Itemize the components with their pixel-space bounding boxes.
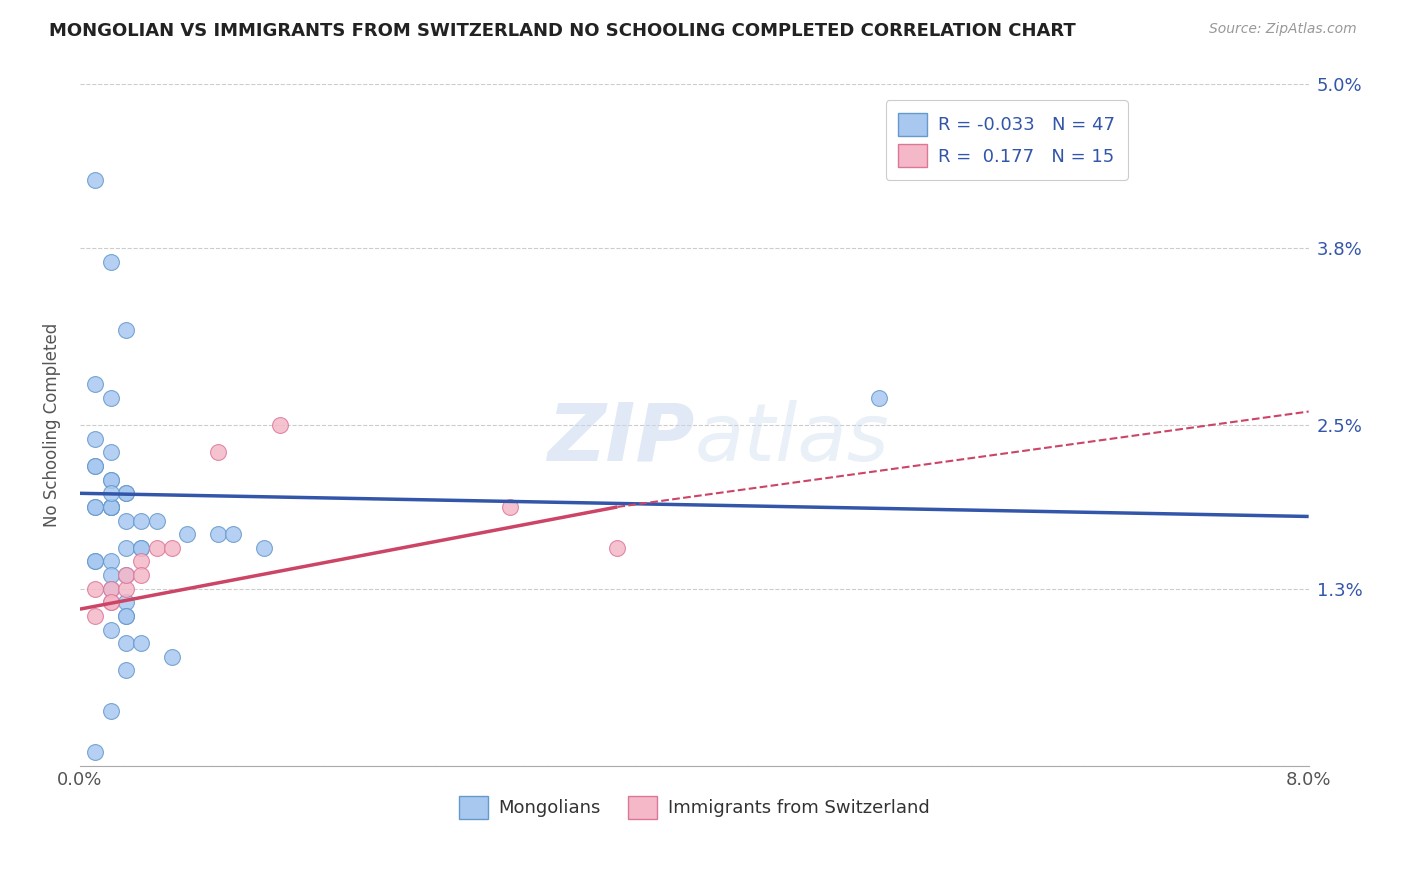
Point (145, 541, 167, 555)
Text: atlas: atlas (695, 400, 889, 478)
Point (115, 486, 138, 500)
Point (84, 458, 107, 473)
Point (115, 595, 138, 609)
Point (100, 391, 122, 405)
Point (115, 323, 138, 337)
Point (84, 554, 107, 568)
Text: Source: ZipAtlas.com: Source: ZipAtlas.com (1209, 22, 1357, 37)
Point (100, 582, 122, 596)
Point (84, 582, 107, 596)
Point (160, 541, 183, 555)
Point (160, 649, 183, 664)
Point (100, 554, 122, 568)
Point (115, 514, 138, 528)
Point (115, 582, 138, 596)
Point (100, 486, 122, 500)
Point (100, 254, 122, 268)
Point (100, 500, 122, 514)
Point (868, 391, 890, 405)
Text: MONGOLIAN VS IMMIGRANTS FROM SWITZERLAND NO SCHOOLING COMPLETED CORRELATION CHAR: MONGOLIAN VS IMMIGRANTS FROM SWITZERLAND… (49, 22, 1076, 40)
Point (84, 554, 107, 568)
Point (499, 500, 522, 514)
Point (100, 568, 122, 582)
Point (84, 609, 107, 624)
Point (131, 554, 153, 568)
Point (131, 541, 153, 555)
Point (100, 623, 122, 637)
Point (100, 500, 122, 514)
Point (100, 473, 122, 487)
Point (84, 173, 107, 187)
Point (100, 704, 122, 718)
Point (253, 541, 276, 555)
Point (115, 568, 138, 582)
Point (84, 458, 107, 473)
Point (84, 500, 107, 514)
Point (100, 582, 122, 596)
Point (606, 541, 628, 555)
Point (131, 568, 153, 582)
Text: ZIP: ZIP (547, 400, 695, 478)
Point (269, 418, 291, 433)
Point (207, 527, 229, 541)
Point (115, 664, 138, 678)
Point (131, 636, 153, 650)
Point (84, 745, 107, 759)
Point (131, 541, 153, 555)
Point (145, 514, 167, 528)
Point (100, 500, 122, 514)
Y-axis label: No Schooling Completed: No Schooling Completed (44, 323, 60, 527)
Point (100, 500, 122, 514)
Point (131, 514, 153, 528)
Point (115, 568, 138, 582)
Point (115, 541, 138, 555)
Point (100, 595, 122, 609)
Point (84, 377, 107, 392)
Point (207, 445, 229, 459)
Point (100, 595, 122, 609)
Point (100, 445, 122, 459)
Point (84, 432, 107, 446)
Point (115, 609, 138, 624)
Point (115, 486, 138, 500)
Point (222, 527, 245, 541)
Legend: Mongolians, Immigrants from Switzerland: Mongolians, Immigrants from Switzerland (446, 783, 942, 832)
Point (100, 473, 122, 487)
Point (115, 609, 138, 624)
Point (115, 636, 138, 650)
Point (84, 500, 107, 514)
Point (176, 527, 198, 541)
